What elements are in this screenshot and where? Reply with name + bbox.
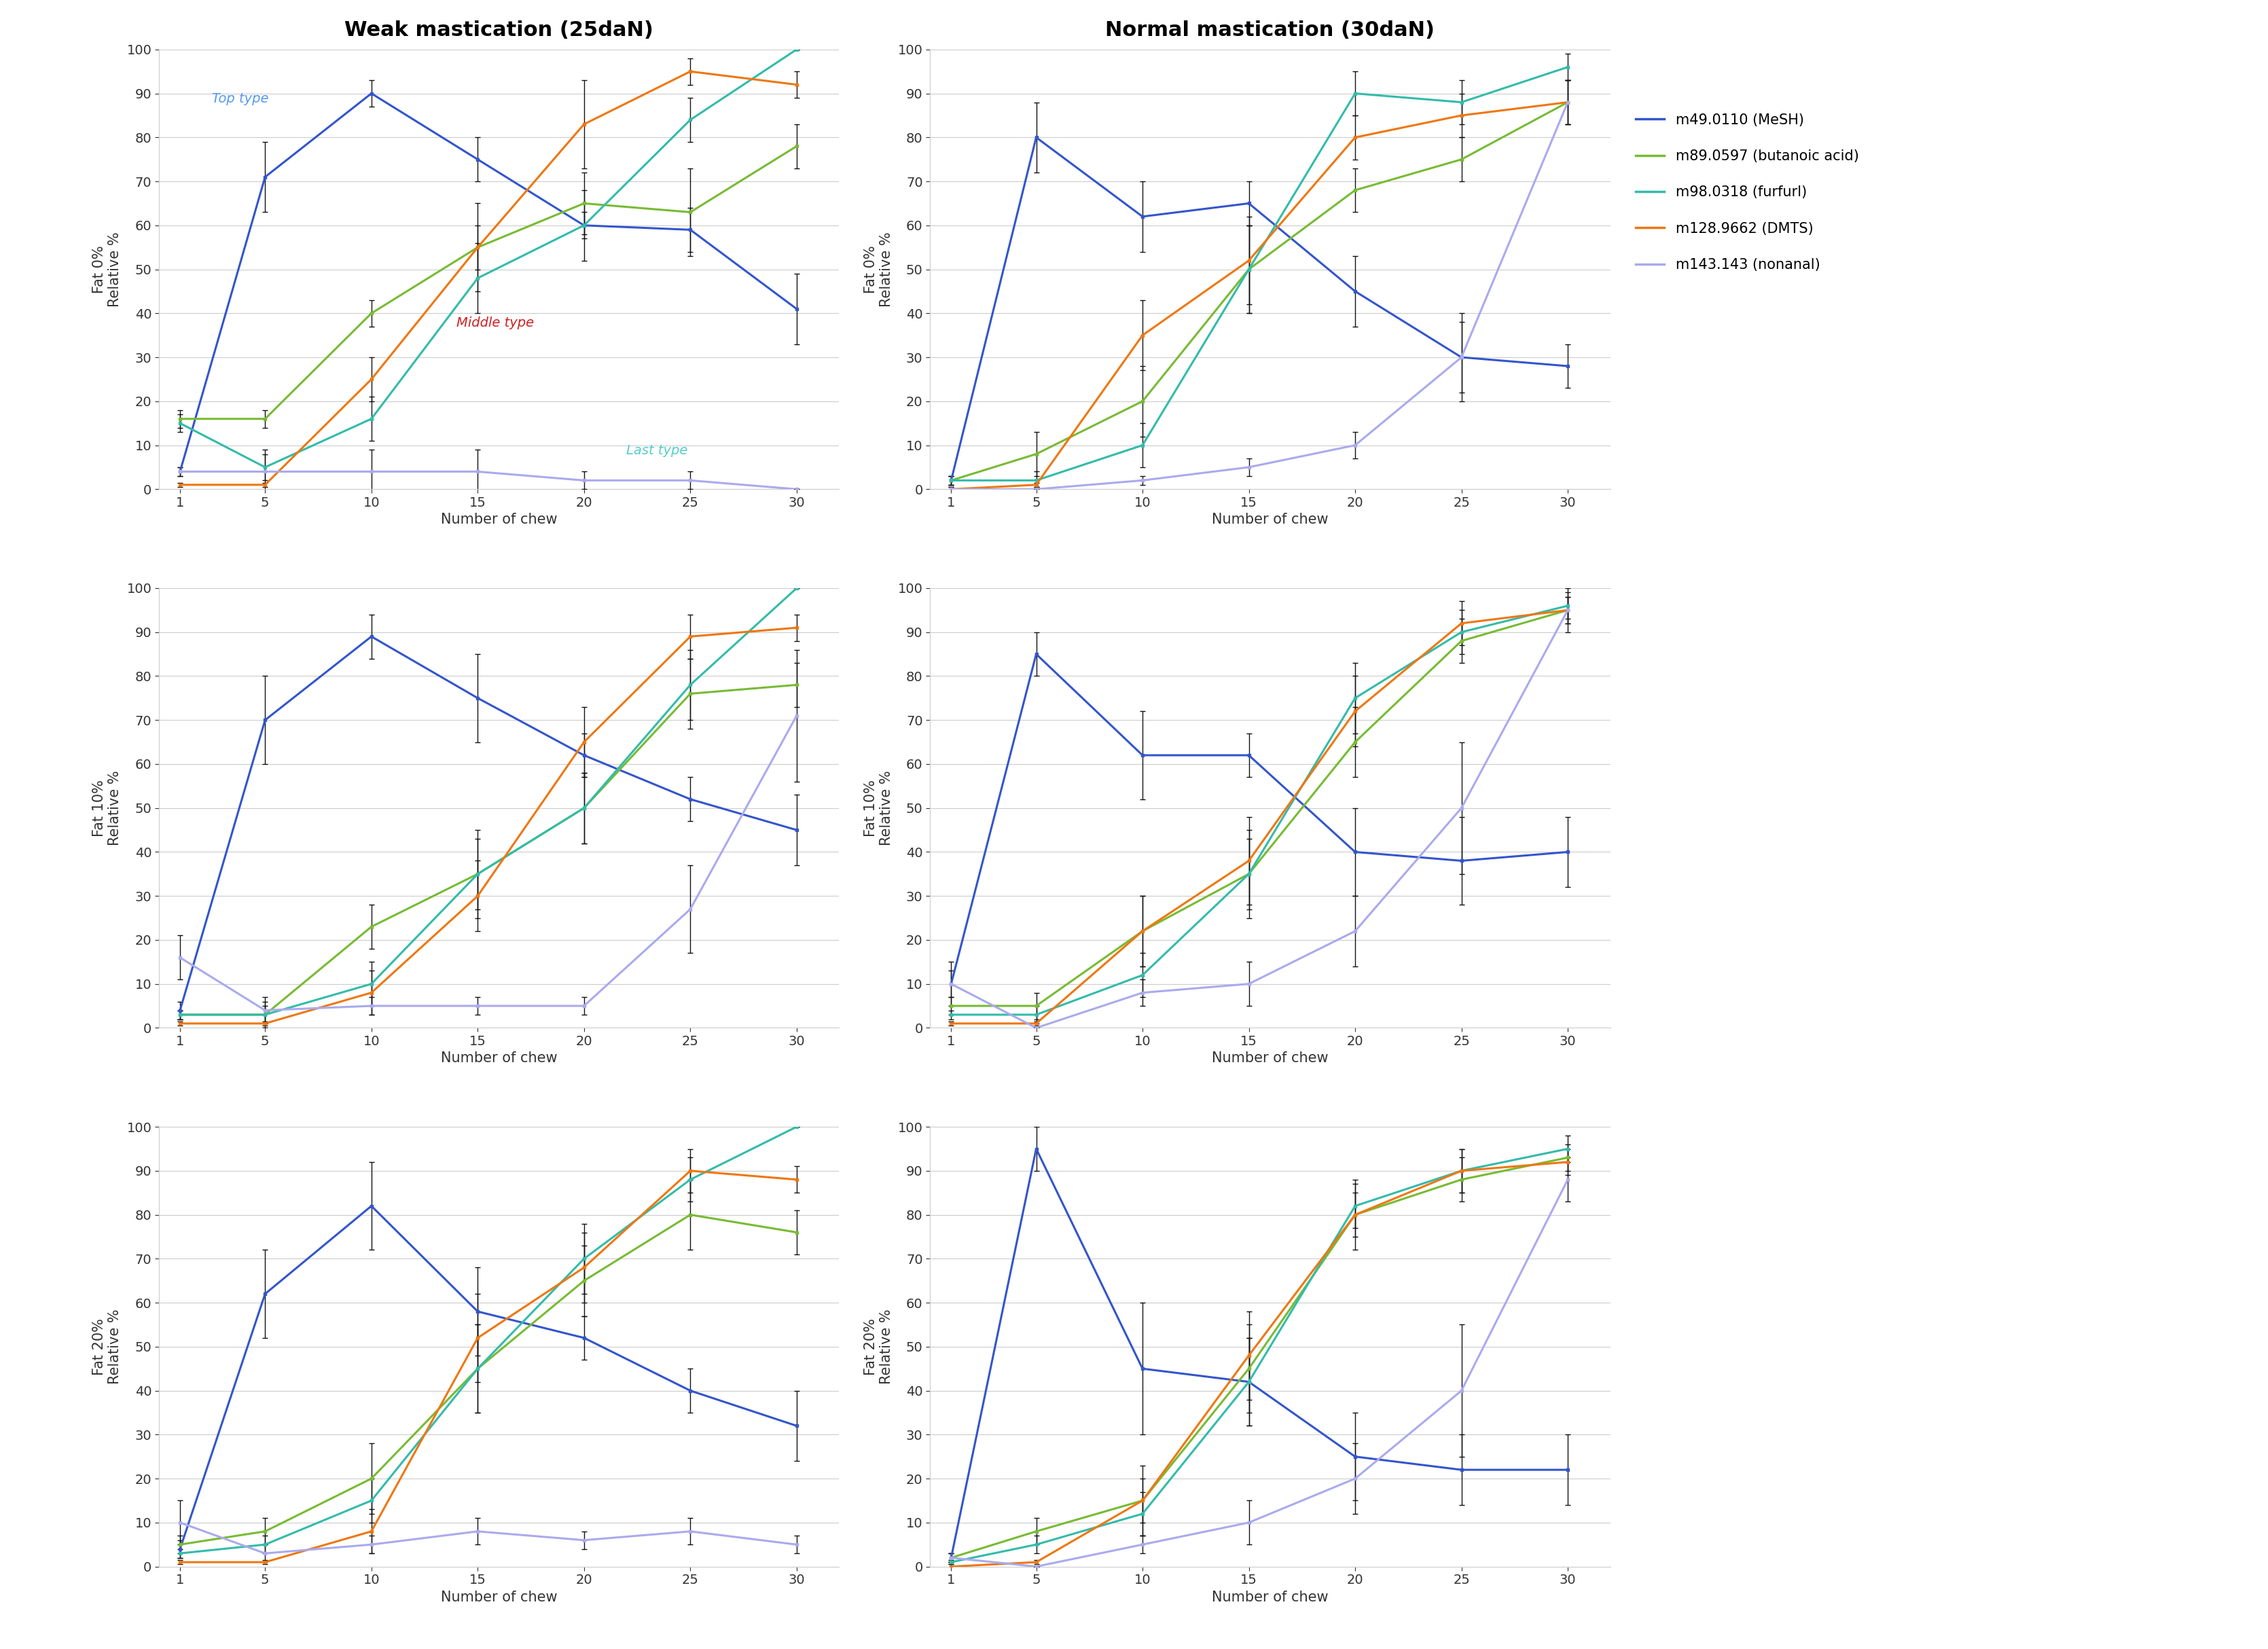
Text: Middle type: Middle type [456,317,533,330]
Y-axis label: Fat 20%
Relative %: Fat 20% Relative % [93,1309,122,1384]
Y-axis label: Fat 20%
Relative %: Fat 20% Relative % [864,1309,894,1384]
Text: Last type: Last type [626,444,687,457]
X-axis label: Number of chew: Number of chew [440,513,558,526]
Text: Top type: Top type [211,92,268,106]
Legend: m49.0110 (MeSH), m89.0597 (butanoic acid), m98.0318 (furfurl), m128.9662 (DMTS),: m49.0110 (MeSH), m89.0597 (butanoic acid… [1628,106,1867,279]
Y-axis label: Fat 10%
Relative %: Fat 10% Relative % [864,770,894,846]
Title: Normal mastication (30daN): Normal mastication (30daN) [1105,21,1436,40]
Y-axis label: Fat 0%
Relative %: Fat 0% Relative % [93,233,122,307]
Title: Weak mastication (25daN): Weak mastication (25daN) [345,21,653,40]
Y-axis label: Fat 10%
Relative %: Fat 10% Relative % [93,770,122,846]
Y-axis label: Fat 0%
Relative %: Fat 0% Relative % [864,233,894,307]
X-axis label: Number of chew: Number of chew [1211,513,1329,526]
X-axis label: Number of chew: Number of chew [1211,1052,1329,1065]
X-axis label: Number of chew: Number of chew [440,1052,558,1065]
X-axis label: Number of chew: Number of chew [1211,1590,1329,1604]
X-axis label: Number of chew: Number of chew [440,1590,558,1604]
